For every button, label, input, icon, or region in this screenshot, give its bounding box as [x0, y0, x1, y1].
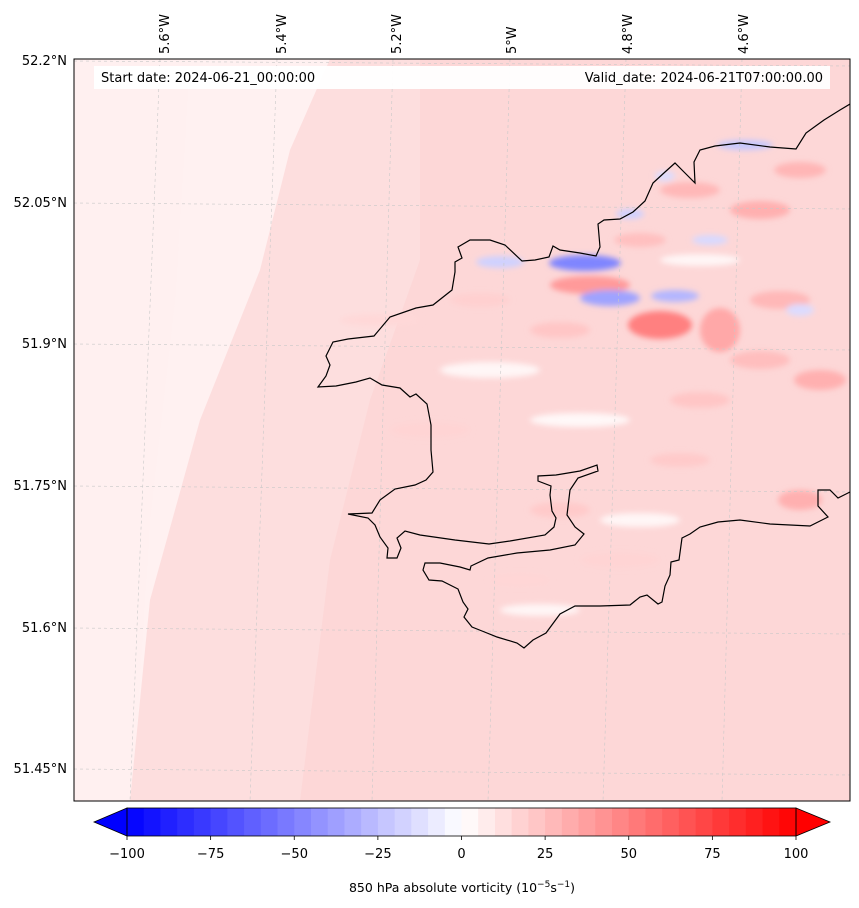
- coastline: [316, 103, 850, 649]
- colorbar-segment: [260, 808, 279, 836]
- latitude-labels: 52.2°N 52.05°N 51.9°N 51.75°N 51.6°N 51.…: [14, 54, 67, 777]
- colorbar-ticks: −100 −75 −50 −25 0 25 50 75 100: [109, 836, 808, 862]
- vorticity-streaks: [340, 140, 846, 616]
- colorbar-segment: [745, 808, 764, 836]
- map-gridlines: [74, 59, 850, 801]
- colorbar-segment: [210, 808, 228, 836]
- lat-label: 52.2°N: [22, 54, 67, 69]
- colorbar-extend-max: [795, 807, 832, 837]
- colorbar-tick-label: −50: [281, 847, 308, 862]
- lon-label: 4.8°W: [621, 14, 636, 54]
- valid-date-text: Valid_date: 2024-06-21T07:00:00.00: [585, 71, 823, 86]
- colorbar-segment: [310, 808, 329, 836]
- colorbar-segment: [511, 808, 529, 836]
- lon-label: 5.6°W: [158, 14, 173, 54]
- colorbar-tick-label: −75: [197, 847, 224, 862]
- colorbar-tick-label: 100: [784, 847, 809, 862]
- colorbar-segment: [578, 808, 596, 836]
- colorbar-segment: [244, 808, 262, 836]
- colorbar-segment: [127, 808, 145, 836]
- colorbar: −100 −75 −50 −25 0 25 50 75 100 850 hPa absolute…: [92, 807, 832, 895]
- colorbar-segment: [478, 808, 496, 836]
- colorbar-segment: [494, 808, 513, 836]
- longitude-labels: 5.6°W 5.4°W 5.2°W 5°W 4.8°W 4.6°W: [158, 14, 752, 54]
- colorbar-segment: [277, 808, 295, 836]
- field-west-strip: [74, 59, 190, 801]
- colorbar-segment: [143, 808, 161, 836]
- colorbar-segment: [528, 808, 546, 836]
- colorbar-segment: [595, 808, 613, 836]
- lat-label: 51.45°N: [14, 762, 67, 777]
- colorbar-segment: [294, 808, 312, 836]
- start-date-text: Start date: 2024-06-21_00:00:00: [101, 71, 315, 86]
- colorbar-segment: [361, 808, 379, 836]
- map-panel: [74, 59, 850, 801]
- colorbar-segment: [612, 808, 630, 836]
- colorbar-segment: [762, 808, 780, 836]
- lon-label: 4.6°W: [737, 14, 752, 54]
- colorbar-extend-min: [92, 807, 128, 837]
- colorbar-tick-label: 25: [537, 847, 554, 862]
- colorbar-segment: [344, 808, 362, 836]
- coastline-main: [316, 103, 850, 649]
- colorbar-segment: [160, 808, 178, 836]
- date-info-box: Start date: 2024-06-21_00:00:00 Valid_da…: [94, 66, 830, 89]
- map-frame: [73, 58, 851, 802]
- colorbar-segment: [444, 808, 462, 836]
- colorbar-segment: [628, 808, 646, 836]
- lat-label: 51.6°N: [22, 621, 67, 636]
- colorbar-segment: [411, 808, 429, 836]
- colorbar-tick-label: 75: [704, 847, 721, 862]
- lon-label: 5.2°W: [390, 14, 405, 54]
- colorbar-segment: [428, 808, 446, 836]
- colorbar-segment: [177, 808, 195, 836]
- colorbar-segments: [127, 808, 797, 836]
- colorbar-segment: [545, 808, 563, 836]
- colorbar-tick-label: 0: [457, 847, 465, 862]
- colorbar-segment: [712, 808, 730, 836]
- lat-label: 52.05°N: [14, 196, 67, 211]
- colorbar-segment: [327, 808, 345, 836]
- colorbar-title: 850 hPa absolute vorticity (10−5s−1): [349, 880, 575, 895]
- colorbar-segment: [561, 808, 580, 836]
- colorbar-segment: [461, 808, 479, 836]
- lon-label: 5.4°W: [275, 14, 290, 54]
- lat-label: 51.9°N: [22, 337, 67, 352]
- colorbar-segment: [193, 808, 212, 836]
- colorbar-segment: [729, 808, 747, 836]
- colorbar-segment: [678, 808, 697, 836]
- colorbar-tick-label: −25: [364, 847, 391, 862]
- colorbar-segment: [645, 808, 663, 836]
- colorbar-segment: [227, 808, 245, 836]
- colorbar-segment: [695, 808, 713, 836]
- lat-label: 51.75°N: [14, 479, 67, 494]
- colorbar-segment: [394, 808, 412, 836]
- colorbar-segment: [662, 808, 680, 836]
- colorbar-tick-label: −100: [109, 847, 145, 862]
- colorbar-tick-label: 50: [620, 847, 637, 862]
- colorbar-segment: [377, 808, 396, 836]
- lon-label: 5°W: [505, 26, 520, 54]
- colorbar-segment: [779, 808, 797, 836]
